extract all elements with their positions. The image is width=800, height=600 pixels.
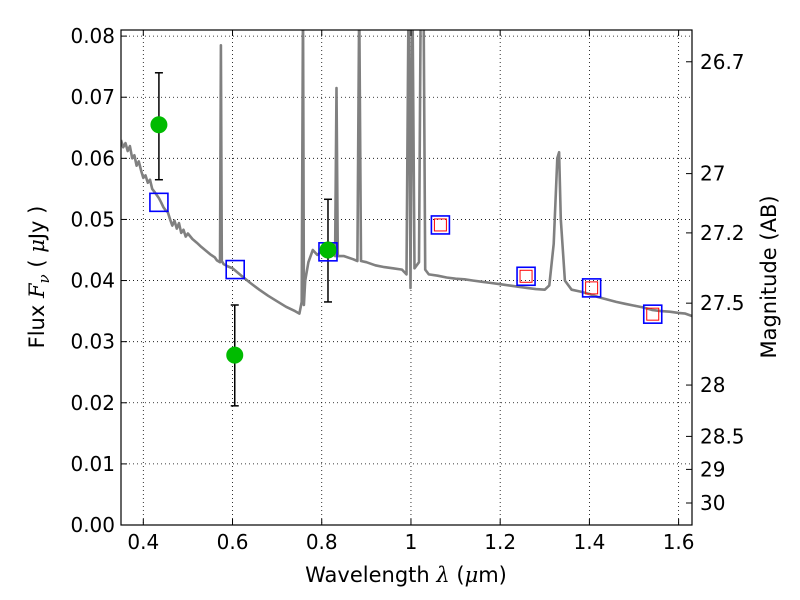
inner-square-marker bbox=[433, 218, 447, 232]
axis-ticks bbox=[121, 30, 692, 526]
inner-square-marker bbox=[646, 307, 660, 321]
observed-point bbox=[226, 346, 244, 364]
model-band-square bbox=[581, 278, 602, 298]
x-tick-label: 1.4 bbox=[573, 530, 605, 554]
y2-tick-label: 27 bbox=[700, 162, 725, 186]
model-band-square bbox=[642, 304, 663, 324]
model-band-square bbox=[516, 266, 536, 287]
x-tick-label: 0.4 bbox=[127, 530, 159, 554]
tick-labels: 0.4 0.6 0.8 1 1.2 1.4 1.6 0.00 0.01 0.02 0.03 0.04 0… bbox=[70, 24, 744, 554]
y-tick-label: 0.01 bbox=[70, 452, 115, 476]
y-tick-label: 0.08 bbox=[70, 24, 115, 48]
model-spectrum-line bbox=[121, 30, 692, 318]
observed-point bbox=[319, 241, 337, 259]
y2-tick-label: 26.7 bbox=[700, 50, 745, 74]
y2-tick-label: 27.2 bbox=[700, 221, 745, 245]
y2-axis-label: Magnitude (AB) bbox=[757, 195, 781, 358]
inner-square-marker bbox=[519, 269, 533, 283]
observed-point bbox=[150, 116, 168, 134]
inner-square-marker bbox=[585, 281, 599, 295]
y-tick-label: 0.02 bbox=[70, 391, 115, 415]
plot-series bbox=[121, 30, 692, 407]
model-band-square bbox=[430, 215, 451, 235]
x-tick-label: 0.6 bbox=[217, 530, 249, 554]
y-tick-label: 0.04 bbox=[70, 269, 115, 293]
y2-tick-label: 30 bbox=[700, 491, 725, 515]
y-tick-label: 0.07 bbox=[70, 85, 115, 109]
x-tick-label: 1.2 bbox=[484, 530, 516, 554]
y2-tick-label: 27.5 bbox=[700, 291, 745, 315]
x-tick-label: 1 bbox=[405, 530, 418, 554]
y-tick-label: 0.00 bbox=[70, 513, 115, 537]
y-tick-label: 0.05 bbox=[70, 207, 115, 231]
plot-frame bbox=[120, 29, 693, 526]
x-axis-label: Wavelength λ (μm) bbox=[305, 563, 507, 587]
y2-tick-label: 28.5 bbox=[700, 424, 745, 448]
y2-tick-label: 28 bbox=[700, 373, 725, 397]
y2-tick-label: 29 bbox=[700, 457, 725, 481]
y-tick-label: 0.03 bbox=[70, 330, 115, 354]
model-band-square bbox=[149, 192, 169, 213]
grid-lines bbox=[121, 30, 692, 526]
x-tick-label: 1.6 bbox=[663, 530, 695, 554]
y-tick-label: 0.06 bbox=[70, 146, 115, 170]
x-tick-label: 0.8 bbox=[306, 530, 338, 554]
model-band-square bbox=[225, 259, 245, 280]
y-axis-label: Flux Fν ( μJy ) bbox=[25, 206, 53, 349]
